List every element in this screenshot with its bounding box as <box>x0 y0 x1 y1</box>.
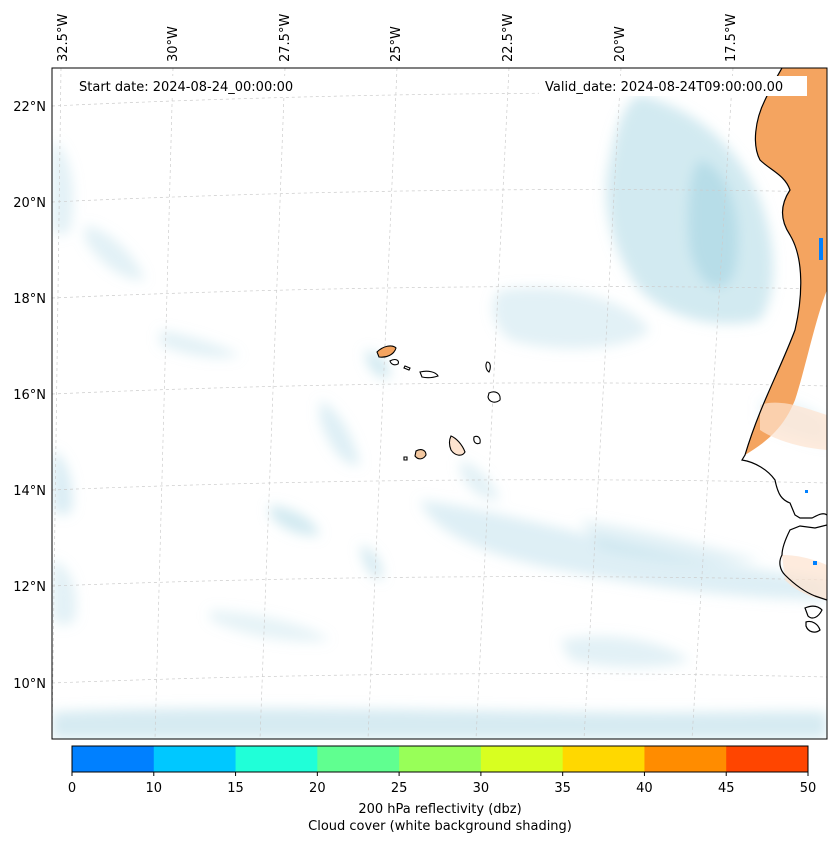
parallel-22n <box>52 92 827 107</box>
cloud-patch-west-mid <box>52 450 73 516</box>
lat-label-14n: 14°N <box>13 484 46 499</box>
land-fill-guinea <box>782 555 827 600</box>
parallel-10n <box>52 673 827 684</box>
cloud-patch-island-west <box>365 350 391 379</box>
valid-date-box: Valid_date: 2024-08-24T09:00:00.00 <box>539 76 807 96</box>
parallel-16n <box>52 382 827 395</box>
island-sao-nicolau <box>419 370 439 379</box>
map-panel: Start date: 2024-08-24_00:00:00 Valid_da… <box>13 14 828 740</box>
island-brava <box>403 456 408 461</box>
valid-date-background <box>539 76 807 96</box>
colorbar-bin-15-20 <box>235 746 318 772</box>
island-sao-vicente <box>389 359 399 366</box>
island-boa-vista <box>487 391 501 403</box>
africa-mainland <box>741 68 827 633</box>
island-santiago <box>448 435 466 456</box>
cloud-patch-west-south <box>52 560 77 626</box>
lon-label-22-5w: 22.5°W <box>501 14 516 62</box>
colorbar-bin-45-50 <box>726 746 809 772</box>
lon-label-27-5w: 27.5°W <box>278 14 293 62</box>
lon-label-30w: 30°W <box>166 26 181 62</box>
cloud-patch-northwest <box>85 225 145 281</box>
cloud-patch-northeast-core <box>688 160 739 288</box>
lat-label-16n: 16°N <box>13 388 46 403</box>
lon-label-17-5w: 17.5°W <box>724 14 739 62</box>
meridian-22-5w <box>475 68 510 739</box>
colorbar-bin-40-45 <box>644 746 727 772</box>
colorbar-bin-30-35 <box>480 746 564 772</box>
cape-verde-islands <box>376 345 501 461</box>
reflectivity-cell-guinea <box>813 561 817 565</box>
meridian-17-5w <box>691 68 734 739</box>
meridian-20w <box>583 68 622 739</box>
meridian-30w <box>154 68 174 739</box>
cloud-cover-shading <box>52 95 827 739</box>
cloud-patch-south-central <box>270 505 320 536</box>
lat-label-12n: 12°N <box>13 580 46 595</box>
colorbar-tick-label: 30 <box>473 781 490 796</box>
meridian-25w <box>367 68 398 739</box>
parallel-20n <box>52 189 827 203</box>
cloud-patch-south-east-strip <box>580 520 760 564</box>
colorbar-bin-10-15 <box>153 746 237 772</box>
colorbar-tick-label: 45 <box>718 781 735 796</box>
parallel-12n <box>52 576 827 587</box>
latitude-labels: 22°N 20°N 18°N 16°N 14°N 12°N 10°N <box>13 100 46 692</box>
island-maio <box>473 435 481 445</box>
colorbar-tick-label: 25 <box>391 781 408 796</box>
lat-label-22n: 22°N <box>13 100 46 115</box>
colorbar-ticks: 0 10 15 20 25 30 35 40 45 50 <box>68 772 816 796</box>
cloud-patch-central <box>320 400 360 466</box>
colorbar-bin-0-10 <box>72 746 155 772</box>
meridian-32-5w <box>52 68 62 739</box>
colorbar-tick-label: 20 <box>309 781 326 796</box>
longitude-labels: 32.5°W 30°W 27.5°W 25°W 22.5°W 20°W 17.5… <box>56 14 739 62</box>
colorbar-bin-35-40 <box>562 746 645 772</box>
lat-label-20n: 20°N <box>13 196 46 211</box>
cloud-patch-lower-west <box>210 610 330 642</box>
start-date-box: Start date: 2024-08-24_00:00:00 <box>72 76 314 96</box>
cloud-patch-west-center <box>160 330 240 358</box>
colorbar-frame <box>71 745 809 773</box>
colorbar-tick-label: 50 <box>800 781 817 796</box>
valid-date-label: Valid_date: 2024-08-24T09:00:00.00 <box>545 80 783 95</box>
cloud-band-bottom <box>52 708 827 739</box>
cloud-patch-south-small <box>360 545 383 580</box>
colorbar-bin-20-25 <box>317 746 400 772</box>
lon-label-20w: 20°W <box>613 26 628 62</box>
cloud-patch-east-mid <box>492 287 650 349</box>
parallel-18n <box>52 286 827 299</box>
colorbar-title: 200 hPa reflectivity (dbz) <box>358 802 521 817</box>
start-date-label: Start date: 2024-08-24_00:00:00 <box>79 80 293 95</box>
map-frame <box>51 67 828 740</box>
cloud-patch-west-north <box>52 140 74 236</box>
lon-label-25w: 25°W <box>389 26 404 62</box>
colorbar-bins <box>72 746 809 772</box>
lat-label-10n: 10°N <box>13 677 46 692</box>
colorbar-bin-25-30 <box>399 746 482 772</box>
lat-label-18n: 18°N <box>13 292 46 307</box>
island-santa-luzia <box>403 365 411 371</box>
cloud-patch-south-band <box>560 636 690 668</box>
colorbar: 0 10 15 20 25 30 35 40 45 50 200 hPa reflectivity… <box>68 745 816 834</box>
island-sal <box>485 361 491 373</box>
gridlines <box>52 68 827 739</box>
colorbar-subtitle: Cloud cover (white background shading) <box>308 819 572 834</box>
lon-label-32-5w: 32.5°W <box>56 14 71 62</box>
meridian-27-5w <box>259 68 286 739</box>
island-fogo <box>414 449 427 460</box>
colorbar-tick-label: 40 <box>636 781 653 796</box>
colorbar-tick-label: 10 <box>146 781 163 796</box>
start-date-background <box>72 76 314 96</box>
reflectivity-cell-mauritania <box>819 238 823 260</box>
coastline-africa <box>741 68 827 633</box>
island-santo-antao <box>376 345 397 358</box>
parallel-14n <box>52 479 827 491</box>
colorbar-tick-label: 35 <box>554 781 571 796</box>
land-fill-senegal <box>760 402 827 450</box>
colorbar-tick-label: 0 <box>68 781 76 796</box>
colorbar-tick-label: 15 <box>227 781 244 796</box>
reflectivity-cell-senegal <box>805 490 808 493</box>
